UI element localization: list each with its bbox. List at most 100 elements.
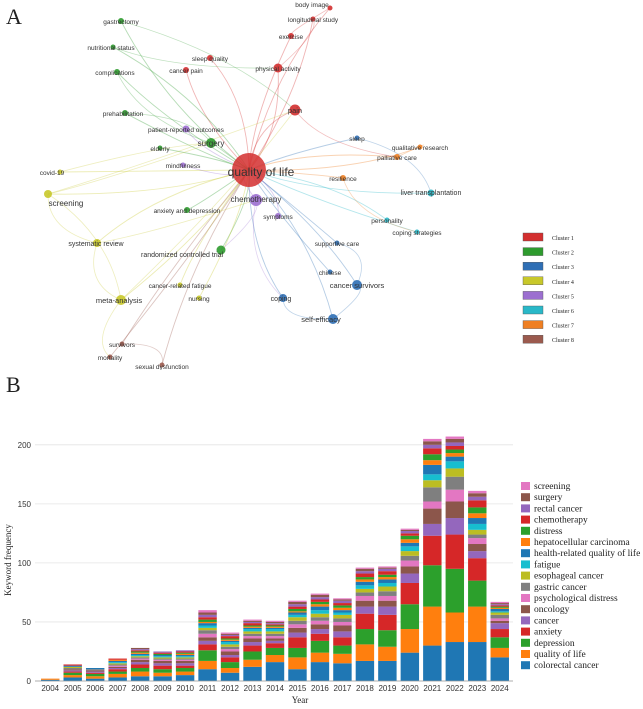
bar-legend-item-cancer: cancer [521, 616, 560, 626]
bar-segment-fatigue-2017 [333, 612, 352, 615]
node-label: symptoms [263, 214, 293, 221]
bar-segment-surgery-2023 [468, 493, 487, 497]
bar-segment-fatigue-2020 [400, 546, 420, 552]
node-marker [232, 153, 266, 187]
bar-segment-health-related-quality-of-life-2014 [265, 627, 285, 630]
x-tick-label: 2012 [221, 684, 239, 693]
bar-segment-quality-of-life-2015 [288, 657, 307, 670]
bar-segment-depression-2018 [355, 629, 375, 645]
bar-segment-psychological-distress-2009 [153, 659, 172, 661]
bar-segment-fatigue-2008 [130, 655, 150, 657]
bar-legend-item-quality-of-life: quality of life [521, 649, 586, 660]
edge-covid-19-surgery [59, 142, 212, 173]
bar-segment-quality-of-life-2012 [220, 668, 240, 673]
bar-segment-health-related-quality-of-life-2018 [355, 581, 375, 586]
node-marker [184, 207, 190, 213]
bar-stack-2005 [63, 664, 82, 681]
bar-stack-2008 [130, 647, 150, 681]
cluster-label: Cluster 8 [552, 338, 574, 344]
bar-legend-item-esophageal-cancer: esophageal cancer [521, 571, 604, 582]
bar-segment-esophageal-cancer-2022 [445, 468, 465, 477]
node-marker [250, 194, 262, 206]
bar-segment-quality-of-life-2004 [41, 678, 60, 680]
node-chemotherapy: chemotherapy [231, 194, 281, 206]
node-label: resilience [329, 176, 357, 183]
edge-quality-of-life-covid-19 [59, 169, 250, 173]
node-marker [183, 67, 189, 73]
node-marker [207, 55, 213, 61]
bar-segment-distress-2020 [400, 535, 420, 540]
node-label: palliative care [377, 155, 417, 162]
cluster-swatch [522, 320, 544, 329]
bar-segment-rectal-cancer-2015 [288, 604, 307, 607]
bar-segment-psychological-distress-2011 [198, 633, 217, 638]
node-marker [273, 63, 283, 73]
bar-segment-anxiety-2014 [265, 643, 285, 648]
bar-segment-quality-of-life-2017 [333, 653, 352, 664]
bar-segment-oncology-2017 [333, 625, 352, 632]
node-covid-19: covid-19 [40, 169, 65, 177]
bar-segment-cancer-2016 [310, 629, 330, 634]
node-marker [107, 354, 113, 360]
node-marker [289, 104, 301, 116]
bar-segment-oncology-2014 [265, 638, 285, 641]
node-marker [352, 280, 362, 290]
node-marker [114, 69, 120, 75]
node-label: cancer survivors [330, 281, 385, 290]
bar-segment-colorectal-cancer-2015 [288, 669, 307, 681]
edge-gastrectomy-pain [120, 20, 296, 111]
bar-segment-esophageal-cancer-2009 [153, 657, 172, 659]
bar-segment-gastric-cancer-2010 [175, 658, 195, 660]
cluster-legend-item-3: Cluster 3 [522, 262, 574, 271]
edge-quality-of-life-liver-transplantation [248, 169, 432, 194]
y-tick-label: 50 [22, 618, 31, 627]
x-tick-label: 2006 [86, 684, 104, 693]
bar-segment-distress-2015 [288, 608, 307, 612]
bar-segment-depression-2015 [288, 647, 307, 658]
cluster-label: Cluster 4 [552, 280, 574, 286]
y-tick-label: 200 [18, 441, 32, 450]
bar-segment-distress-2016 [310, 601, 330, 605]
bar-segment-hepatocellular-carcinoma-2012 [220, 639, 240, 641]
bar-legend-label: gastric cancer [534, 583, 587, 593]
node-marker [119, 341, 125, 347]
node-label: mindfulness [166, 163, 201, 170]
bar-segment-anxiety-2015 [288, 637, 307, 648]
cluster-label: Cluster 6 [552, 309, 574, 315]
bar-segment-gastric-cancer-2015 [288, 620, 307, 625]
bar-segment-psychological-distress-2010 [175, 659, 195, 661]
node-label: personality [371, 218, 403, 225]
bar-segment-esophageal-cancer-2005 [63, 666, 82, 669]
bar-legend-swatch [521, 582, 530, 591]
bar-segment-hepatocellular-carcinoma-2024 [490, 607, 509, 609]
edge-quality-of-life-cancer-related-fatigue [179, 169, 250, 286]
bar-segment-hepatocellular-carcinoma-2015 [288, 611, 307, 613]
bar-legend-swatch [521, 638, 530, 647]
bar-segment-chemotherapy-2015 [288, 606, 307, 609]
cluster-label: Cluster 1 [552, 236, 574, 242]
bar-segment-rectal-cancer-2008 [130, 649, 150, 651]
bar-segment-anxiety-2010 [175, 665, 195, 669]
bar-segment-colorectal-cancer-2013 [243, 666, 262, 681]
bar-segment-health-related-quality-of-life-2009 [153, 655, 172, 657]
node-label: systematic review [68, 241, 124, 248]
node-self-efficacy: self-efficacy [301, 314, 341, 324]
bar-segment-fatigue-2009 [153, 656, 172, 658]
bar-segment-quality-of-life-2018 [355, 644, 375, 661]
bar-segment-esophageal-cancer-2007 [108, 663, 127, 665]
bar-segment-colorectal-cancer-2012 [220, 672, 240, 681]
edge-quality-of-life-qualitative-research [248, 146, 421, 171]
edge-quality-of-life-self-efficacy [248, 169, 334, 320]
bar-segment-screening-2024 [490, 601, 509, 604]
bar-segment-colorectal-cancer-2020 [400, 652, 420, 681]
node-marker [182, 125, 190, 133]
bar-segment-quality-of-life-2016 [310, 652, 330, 663]
bar-segment-cancer-2012 [220, 655, 240, 658]
bar-segment-depression-2012 [220, 662, 240, 669]
node-marker [44, 190, 52, 198]
bar-segment-hepatocellular-carcinoma-2018 [355, 579, 375, 582]
bar-segment-surgery-2022 [445, 438, 465, 443]
bar-segment-oncology-2005 [63, 669, 82, 671]
panel-label-b: B [6, 372, 21, 397]
bar-segment-colorectal-cancer-2017 [333, 663, 352, 681]
